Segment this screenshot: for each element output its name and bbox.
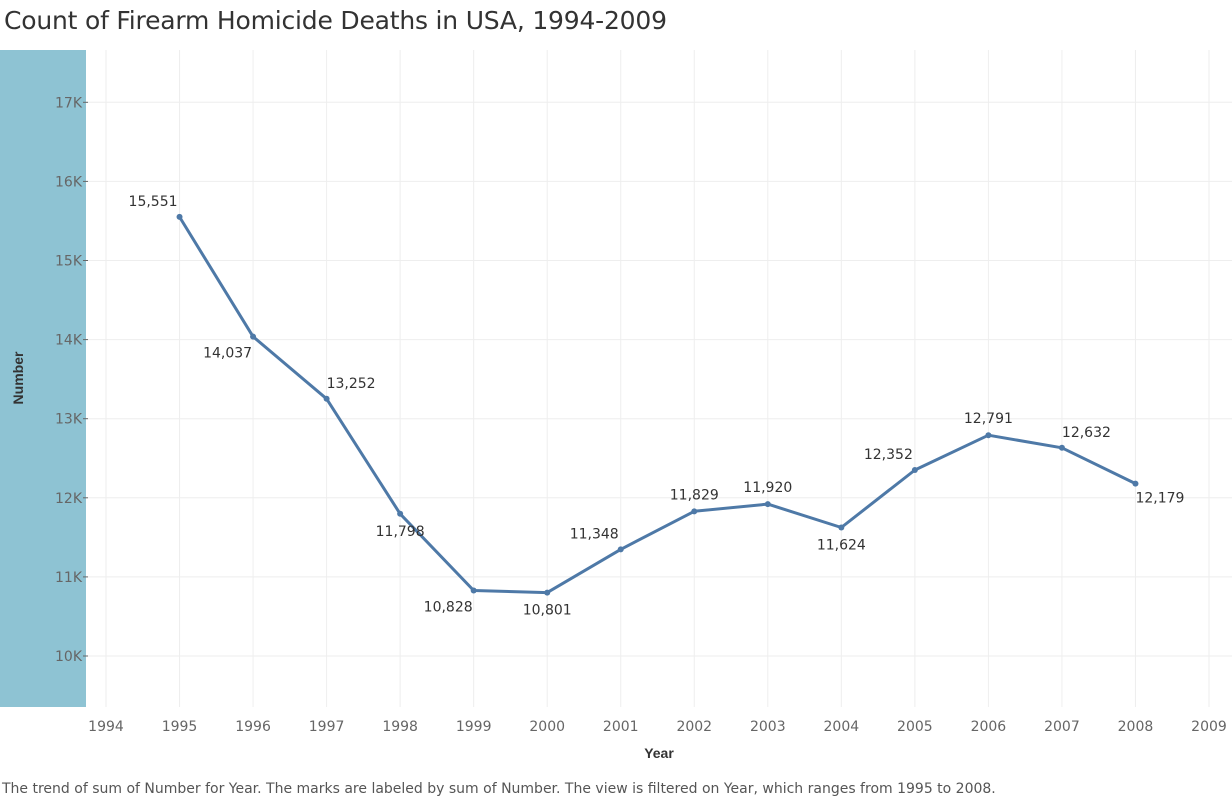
data-label-2006: 12,791 <box>964 411 1013 427</box>
chart-caption: The trend of sum of Number for Year. The… <box>2 781 996 797</box>
data-point-2008 <box>1132 480 1139 487</box>
y-tick-label: 15K <box>55 254 83 270</box>
x-tick-label: 2001 <box>603 719 639 735</box>
data-label-2005: 12,352 <box>864 447 913 463</box>
data-point-1996 <box>250 333 257 340</box>
data-point-2002 <box>691 508 698 515</box>
data-label-1998: 11,798 <box>376 524 425 540</box>
data-point-1999 <box>470 587 477 594</box>
x-tick-label: 1995 <box>162 719 198 735</box>
x-tick-label: 2007 <box>1044 719 1080 735</box>
series-line <box>178 215 1137 595</box>
data-label-2007: 12,632 <box>1062 425 1111 441</box>
y-axis-band <box>0 50 86 707</box>
y-tick-label: 13K <box>55 412 83 428</box>
y-tick-label: 10K <box>55 649 83 665</box>
y-tick-label: 12K <box>55 491 83 507</box>
data-label-2008: 12,179 <box>1135 491 1184 507</box>
x-tick-label: 1996 <box>235 719 271 735</box>
data-point-2007 <box>1058 444 1065 451</box>
data-label-1995: 15,551 <box>129 194 178 210</box>
x-tick-label: 1999 <box>456 719 492 735</box>
data-point-2003 <box>764 501 771 508</box>
data-point-1995 <box>176 213 183 220</box>
data-point-2006 <box>985 432 992 439</box>
y-tick-label: 14K <box>55 333 83 349</box>
data-point-2001 <box>617 546 624 553</box>
data-label-1996: 14,037 <box>203 346 252 362</box>
x-tick-label: 2004 <box>824 719 860 735</box>
x-tick-label: 1994 <box>88 719 124 735</box>
data-label-2004: 11,624 <box>817 538 866 554</box>
data-point-1998 <box>397 510 404 517</box>
x-tick-label: 2009 <box>1191 719 1227 735</box>
y-tick-label: 16K <box>55 174 83 190</box>
data-points <box>176 213 1139 596</box>
data-label-2003: 11,920 <box>743 480 792 496</box>
axes: 10K 11K 12K 13K 14K 15K 16K 17K 1994 1995 1996 1997… <box>55 95 1227 735</box>
x-tick-label: 2005 <box>897 719 933 735</box>
series-polyline <box>178 215 1137 595</box>
x-tick-label: 2002 <box>676 719 712 735</box>
x-tick-label: 2008 <box>1118 719 1154 735</box>
data-label-2002: 11,829 <box>670 487 719 503</box>
x-tick-label: 2000 <box>529 719 565 735</box>
x-tick-label: 1998 <box>382 719 418 735</box>
data-point-1997 <box>323 395 330 402</box>
data-label-1999: 10,828 <box>424 600 473 616</box>
data-point-2004 <box>838 524 845 531</box>
data-point-2005 <box>911 466 918 473</box>
y-tick-label: 17K <box>55 95 83 111</box>
data-label-2000: 10,801 <box>523 603 572 619</box>
x-axis-title: Year <box>644 745 674 761</box>
chart-title: Count of Firearm Homicide Deaths in USA,… <box>4 6 667 35</box>
x-tick-label: 2006 <box>971 719 1007 735</box>
data-point-2000 <box>544 589 551 596</box>
data-label-1997: 13,252 <box>327 376 376 392</box>
x-tick-label: 2003 <box>750 719 786 735</box>
y-tick-label: 11K <box>55 570 83 586</box>
data-label-2001: 11,348 <box>570 526 619 542</box>
grid-lines <box>88 50 1232 707</box>
x-tick-label: 1997 <box>309 719 345 735</box>
data-labels: 15,551 14,037 13,252 11,798 10,828 10,801 11,3… <box>129 194 1185 619</box>
